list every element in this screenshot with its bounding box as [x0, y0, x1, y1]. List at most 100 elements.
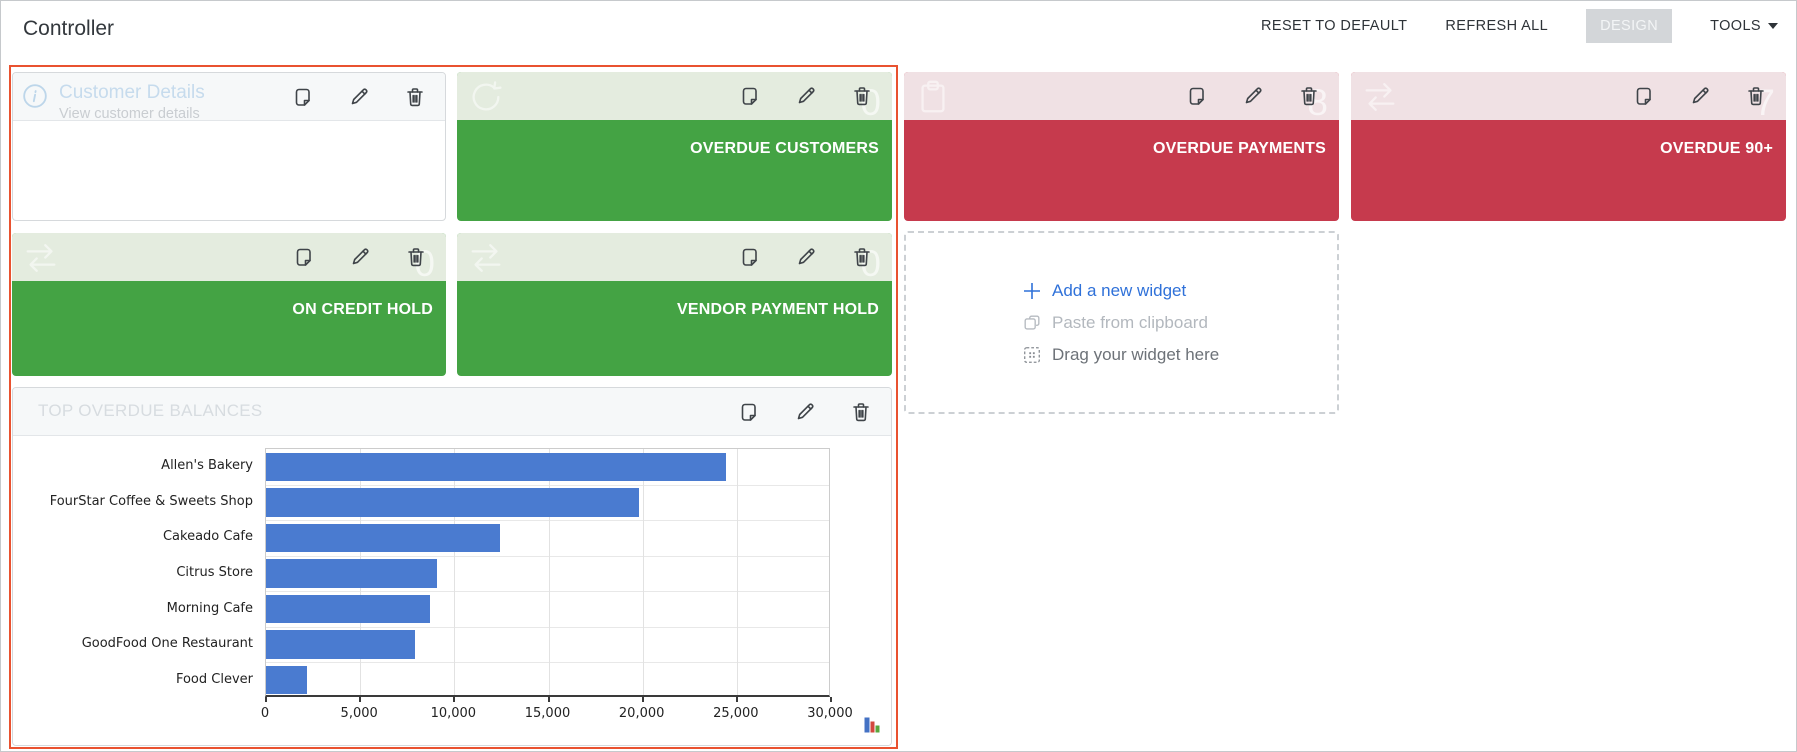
category-label: Allen's Bakery	[161, 458, 253, 474]
category-label: Morning Cafe	[166, 600, 253, 616]
design-button[interactable]: DESIGN	[1586, 9, 1673, 43]
axis-tick	[265, 697, 267, 702]
transfer-arrows-icon	[1365, 83, 1395, 111]
widget-vendor-payment-hold[interactable]: 0 VENDOR PAYMENT HOLD	[457, 233, 892, 376]
axis-tick-label: 15,000	[524, 706, 571, 721]
chart-bar[interactable]	[266, 630, 415, 659]
copy-widget-icon[interactable]	[739, 246, 761, 268]
kpi-value: 0	[414, 243, 435, 284]
chevron-down-icon	[1768, 23, 1778, 29]
row-gridline	[266, 484, 829, 486]
drag-widget-here-label: Drag your widget here	[1052, 344, 1220, 364]
widget-customer-details[interactable]: Customer Details View customer details	[12, 72, 446, 221]
copy-widget-icon[interactable]	[1633, 85, 1655, 107]
add-new-widget-label: Add a new widget	[1052, 280, 1187, 300]
kpi-caption: ON CREDIT HOLD	[292, 301, 433, 318]
axis-tick	[830, 697, 832, 702]
row-gridline	[266, 591, 829, 593]
chart-bar[interactable]	[266, 594, 430, 624]
value-gridline	[642, 449, 644, 695]
widget-title: TOP OVERDUE BALANCES	[38, 401, 263, 420]
widget-header: 8	[904, 72, 1339, 123]
axis-tick-label: 30,000	[807, 706, 853, 721]
edit-widget-icon[interactable]	[795, 85, 817, 107]
tools-label: TOOLS	[1710, 18, 1761, 34]
widget-overdue-payments[interactable]: 8 OVERDUE PAYMENTS	[904, 72, 1339, 221]
kpi-caption: VENDOR PAYMENT HOLD	[676, 301, 879, 318]
edit-widget-icon[interactable]	[349, 246, 371, 268]
drag-widget-icon	[1024, 346, 1040, 363]
paste-from-clipboard-link[interactable]: Paste from clipboard	[1022, 313, 1337, 333]
copy-widget-icon[interactable]	[1186, 85, 1208, 107]
delete-widget-icon[interactable]	[850, 401, 872, 423]
edit-widget-icon[interactable]	[795, 246, 817, 268]
delete-widget-icon[interactable]	[1745, 85, 1767, 107]
widget-subtitle: View customer details	[59, 106, 200, 122]
copy-widget-icon[interactable]	[738, 401, 760, 423]
refresh-all-button[interactable]: REFRESH ALL	[1445, 18, 1549, 34]
widget-header: 0	[457, 72, 892, 122]
copy-widget-icon[interactable]	[292, 86, 314, 108]
chart-bar[interactable]	[266, 665, 308, 695]
chart-bar[interactable]	[266, 523, 500, 553]
widget-title: Customer Details	[59, 82, 205, 103]
bar-chart: Allen's Bakery FourStar Coffee & Sweets S…	[13, 436, 891, 745]
axis-tick	[735, 697, 738, 702]
kpi-caption: OVERDUE 90+	[1660, 140, 1773, 157]
copy-widget-icon[interactable]	[739, 85, 761, 107]
plot-area	[265, 448, 830, 697]
page-title: Controller	[23, 17, 115, 40]
kpi-value: 0	[860, 243, 881, 284]
delete-widget-icon[interactable]	[851, 246, 873, 268]
widget-header: 0	[12, 233, 446, 284]
edit-widget-icon[interactable]	[794, 401, 816, 423]
axis-tick	[547, 697, 550, 702]
chart-bar[interactable]	[266, 452, 726, 482]
copy-widget-icon[interactable]	[293, 246, 315, 268]
widget-overdue-90[interactable]: 7 OVERDUE 90+	[1351, 72, 1786, 221]
drag-widget-target[interactable]: Drag your widget here	[1022, 345, 1337, 365]
chart-bar[interactable]	[266, 559, 438, 588]
delete-widget-icon[interactable]	[1298, 85, 1320, 107]
reset-to-default-button[interactable]: RESET TO DEFAULT	[1261, 18, 1408, 34]
delete-widget-icon[interactable]	[851, 85, 873, 107]
widget-overdue-customers[interactable]: 0 OVERDUE CUSTOMERS	[457, 72, 892, 221]
value-gridline	[736, 449, 738, 695]
category-label: Citrus Store	[176, 564, 253, 580]
value-gridline	[454, 449, 456, 695]
plus-icon	[1024, 282, 1040, 299]
row-gridline	[266, 520, 829, 522]
paste-icon	[1024, 315, 1040, 330]
clipboard-icon	[921, 80, 945, 113]
tools-menu-button[interactable]: TOOLS	[1710, 18, 1778, 34]
widget-header: 0	[457, 233, 892, 284]
row-gridline	[266, 626, 829, 628]
axis-tick-label: 10,000	[430, 706, 477, 721]
category-label: Food Clever	[175, 671, 253, 687]
value-gridline	[548, 449, 550, 695]
widget-top-overdue-balances[interactable]: TOP OVERDUE BALANCES Allen's Bakery FourS…	[12, 387, 892, 746]
add-new-widget-link[interactable]: Add a new widget	[1022, 281, 1337, 301]
chart-type-icon[interactable]	[862, 714, 883, 735]
refresh-icon	[472, 81, 502, 111]
category-label: GoodFood One Restaurant	[81, 636, 253, 652]
axis-tick	[453, 697, 456, 702]
edit-widget-icon[interactable]	[1242, 85, 1264, 107]
edit-widget-icon[interactable]	[1689, 85, 1711, 107]
kpi-caption: OVERDUE CUSTOMERS	[690, 140, 879, 157]
chart-bar[interactable]	[266, 488, 639, 517]
category-label: FourStar Coffee & Sweets Shop	[49, 493, 253, 509]
delete-widget-icon[interactable]	[405, 246, 427, 268]
axis-tick-label: 0	[260, 706, 270, 721]
add-widget-dropzone[interactable]: Add a new widget Paste from clipboard Dr…	[904, 231, 1339, 414]
category-label: Cakeado Cafe	[162, 529, 253, 545]
kpi-value: 7	[1754, 82, 1775, 123]
kpi-value: 8	[1307, 82, 1328, 123]
edit-widget-icon[interactable]	[348, 86, 370, 108]
delete-widget-icon[interactable]	[404, 86, 426, 108]
transfer-arrows-icon	[471, 244, 501, 272]
widget-header: TOP OVERDUE BALANCES	[13, 388, 891, 436]
widget-header: Customer Details View customer details	[13, 73, 445, 122]
widget-on-credit-hold[interactable]: 0 ON CREDIT HOLD	[12, 233, 446, 376]
